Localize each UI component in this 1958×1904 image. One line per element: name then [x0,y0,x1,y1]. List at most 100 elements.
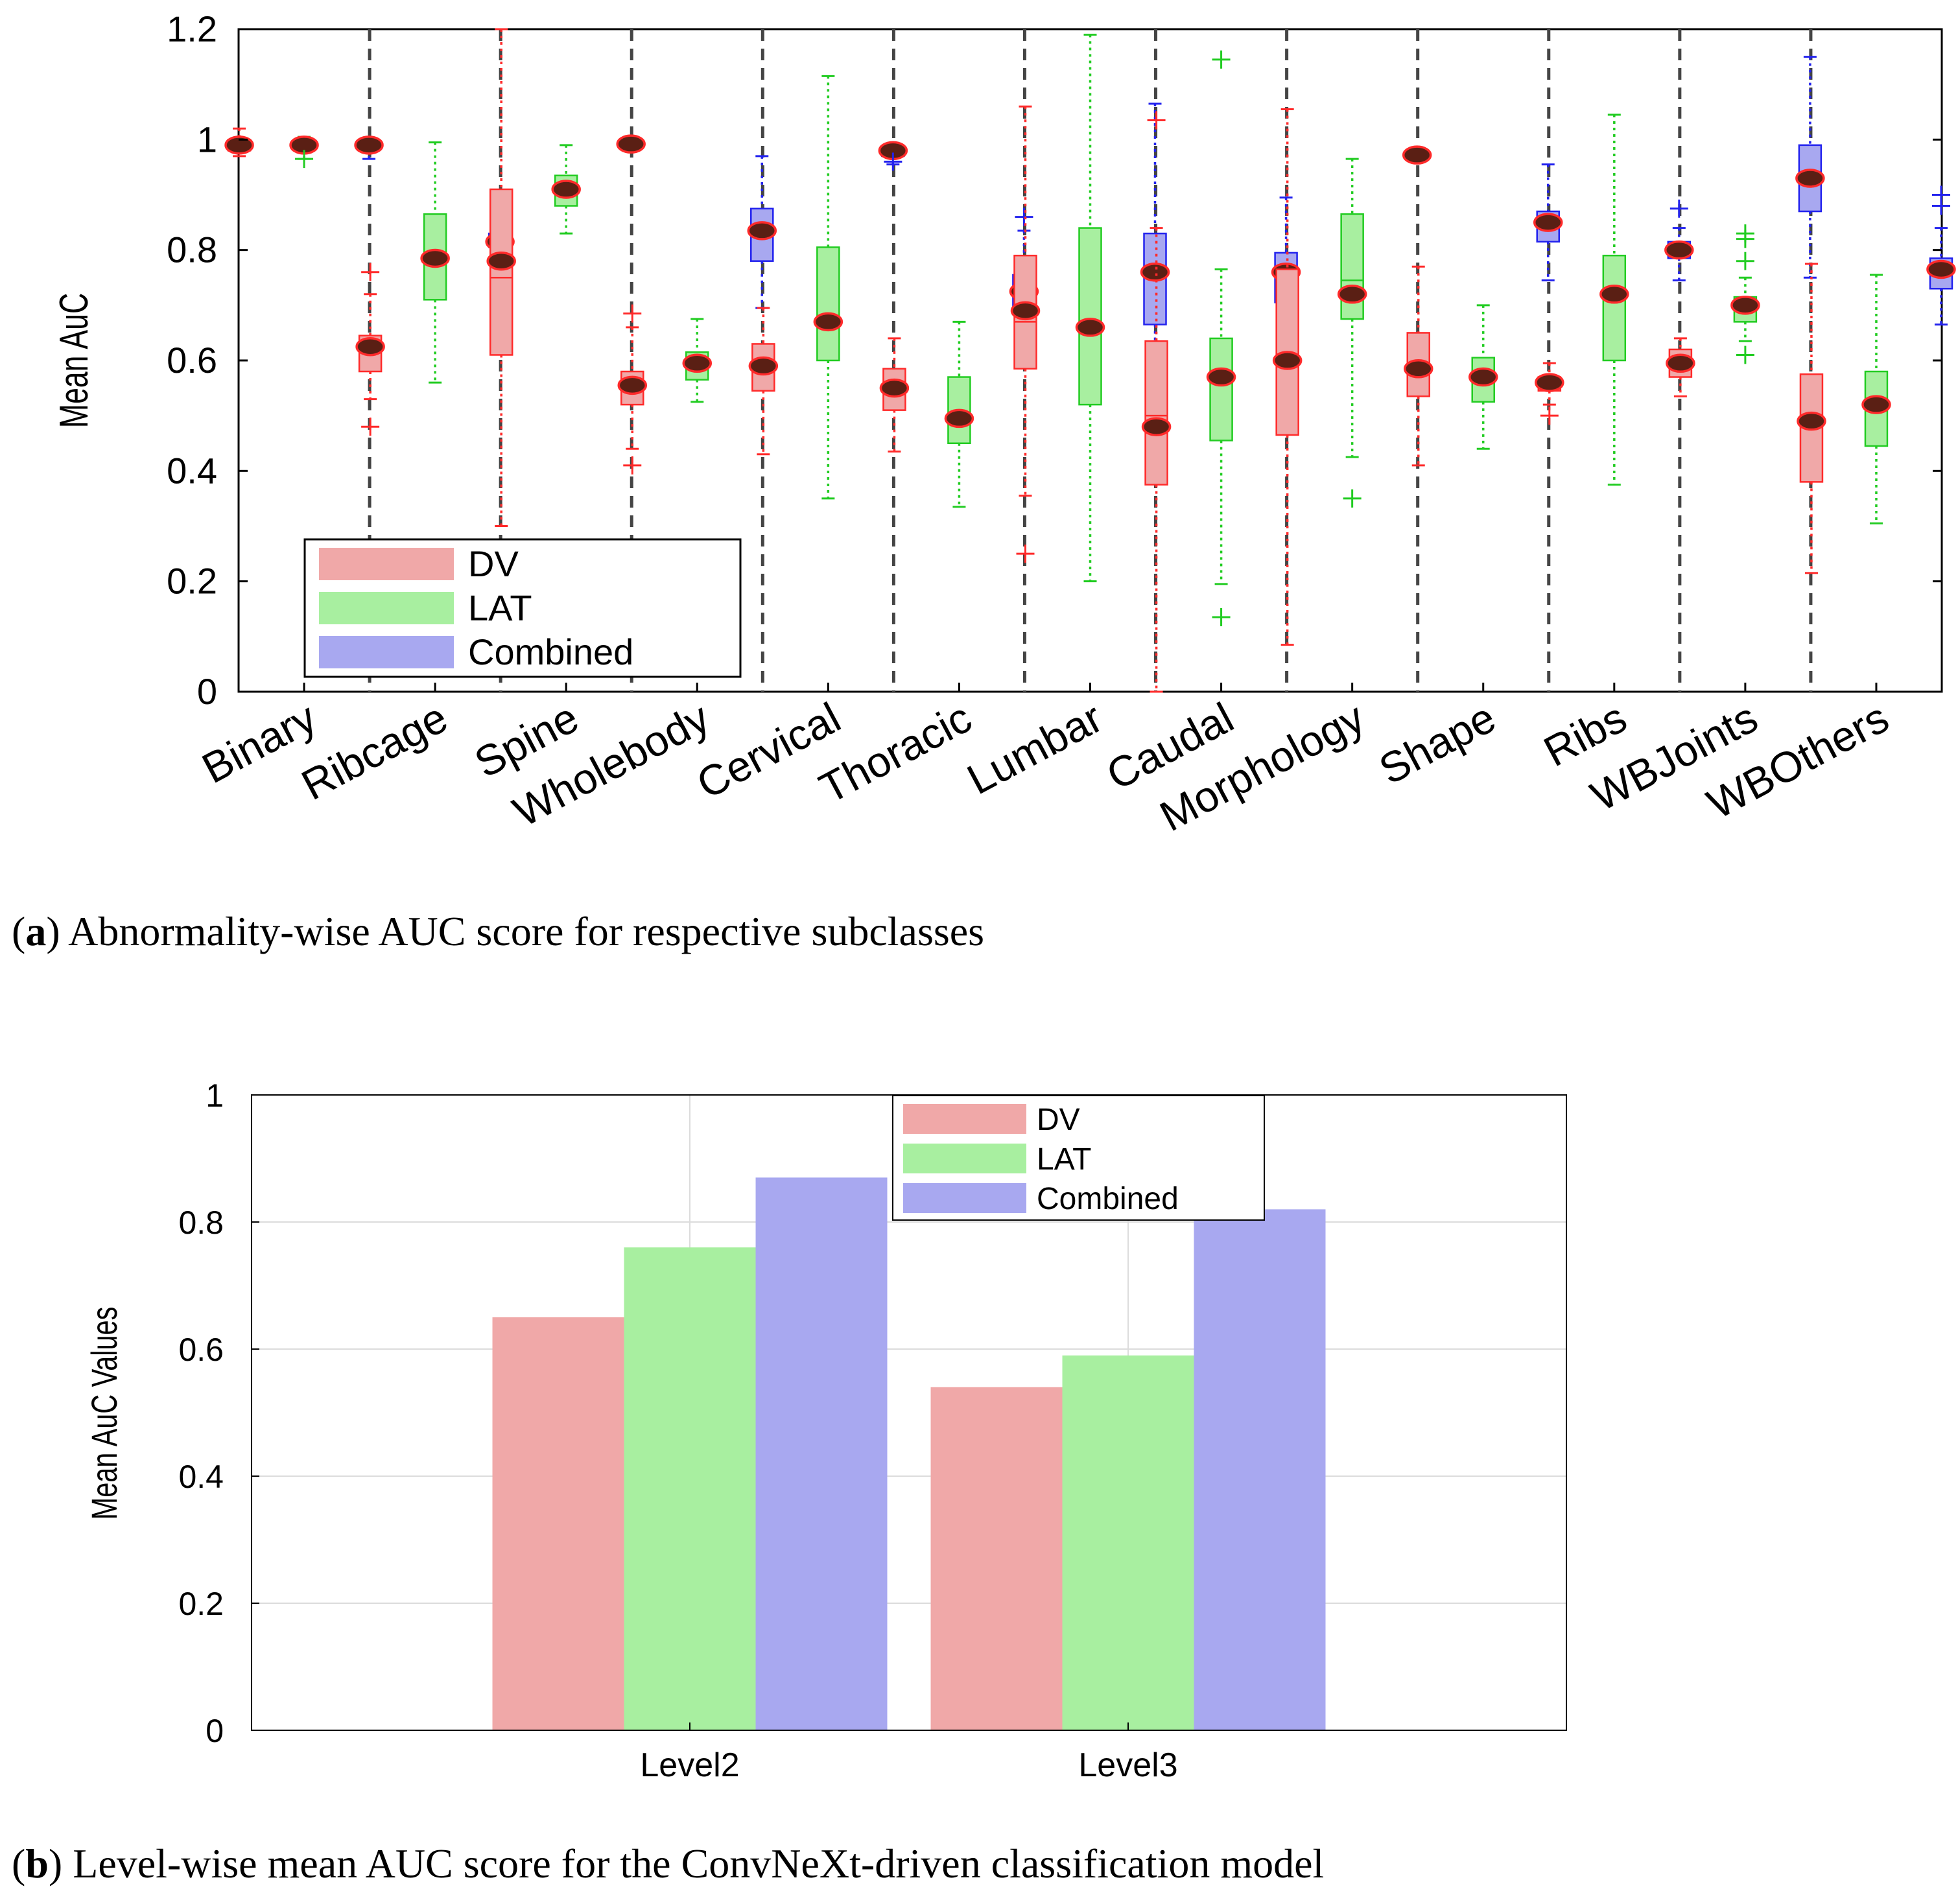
box-morphology-lat-mean [1337,285,1367,304]
box-wbjoints-dv-mean [1666,353,1695,373]
chart-a-y-axis-label: Mean AuC [52,293,97,428]
box-binary-combined-mean [354,135,384,155]
box-caudal-lat-mean [1206,367,1236,387]
box-wbjoints-lat-outlier-2 [1736,252,1754,270]
box-wbothers-combined [1926,185,1956,326]
chart-a-legend-swatch-lat [319,592,454,624]
bar-level3-dv [930,1387,1063,1730]
chart-a-ytick-label-4: 0.8 [167,229,217,270]
box-shape-lat-mean [1468,367,1498,387]
chart-a-ytick-label-5: 1 [197,119,217,159]
box-ribcage-dv-outlier-1 [361,417,380,436]
box-thoracic-lat [944,320,974,508]
box-binary-dv-mean [224,135,254,155]
box-shape-combined-mean [1533,213,1563,232]
box-wholebody-dv-mean [617,375,648,395]
box-spine-dv-mean [486,251,516,271]
box-thoracic-combined-outlier-0 [1015,207,1033,226]
chart-a-legend-swatch-dv [319,548,454,580]
chart-b-ytick-label-3: 0.6 [178,1332,224,1368]
box-ribs-dv [1535,362,1564,425]
box-lumbar-dv-outlier-0 [1016,545,1035,563]
box-lumbar-lat-mean [1075,318,1105,337]
box-shape-dv [1403,265,1433,467]
box-spine-lat [551,144,581,235]
chart-b-y-axis-label: Mean AuC Values [84,1307,125,1520]
bar-level2-lat [624,1247,756,1730]
box-wholebody-dv-outlier-0 [623,304,642,323]
chart-b-bars [492,1177,1326,1730]
box-spine-combined-mean [616,134,646,154]
chart-b-x-ticks: Level2 Level3 [640,1722,1178,1784]
box-wbothers-dv-mean [1797,411,1826,431]
box-caudal-lat-outlier-0 [1212,50,1231,69]
box-ribs-lat-mean [1599,285,1629,304]
box-morphology-lat-outlier-0 [1343,489,1362,508]
box-cervical-combined-outlier-0 [884,152,902,171]
caption-a-text: Abnormality-wise AUC score for respectiv… [60,908,985,954]
bar-level2-dv [492,1317,624,1730]
box-shape-combined [1533,163,1563,282]
box-caudal-dv [1141,111,1172,693]
box-wbjoints-combined [1795,56,1825,279]
chart-b-y-ticks: 0 0.2 0.4 0.6 0.8 1 [178,1077,259,1749]
box-caudal-lat-iqr [1209,337,1233,441]
box-wbjoints-lat-outlier-1 [1736,229,1754,248]
chart-a-y-ticks: 0 0.2 0.4 0.6 0.8 1 1.2 [167,8,1942,712]
chart-b-legend-swatch-lat [903,1144,1026,1173]
box-binary-lat [289,135,319,169]
box-spine-dv [486,28,516,527]
box-lumbar-combined [1140,102,1170,475]
chart-a-legend-label-combined: Combined [468,631,633,672]
box-caudal-lat [1206,50,1236,627]
chart-b-ytick-label-0: 0 [206,1713,224,1749]
box-wholebody-dv [617,304,648,475]
bar-level3-lat [1062,1355,1194,1730]
chart-b-legend-label-dv: DV [1037,1103,1080,1137]
box-wbjoints-lat [1730,224,1760,364]
box-morphology-dv [1272,108,1303,646]
box-morphology-lat [1337,158,1367,508]
box-thoracic-dv-mean [879,378,910,398]
box-wbjoints-combined-mean [1795,169,1825,188]
box-lumbar-combined-mean [1140,262,1170,282]
box-cervical-lat [813,75,843,500]
box-spine-dv-iqr [489,188,513,356]
box-wbothers-lat-mean [1861,395,1891,414]
box-cervical-combined [878,141,908,171]
box-lumbar-lat-iqr [1078,227,1102,406]
box-wholebody-combined [747,155,777,309]
bar-level2-combined [755,1177,888,1730]
box-wbjoints-dv [1666,337,1695,397]
box-wholebody-lat [682,318,713,403]
chart-b-legend-label-lat: LAT [1037,1142,1091,1177]
box-ribs-combined-outlier-0 [1669,199,1688,218]
box-ribs-dv-mean [1535,373,1564,392]
box-wbjoints-lat-mean [1730,296,1760,315]
box-ribcage-dv [355,263,385,436]
chart-b-ytick-label-5: 1 [206,1077,224,1114]
box-shape-dv-mean [1403,359,1433,379]
box-wbothers-lat [1861,274,1891,524]
box-cervical-dv [748,307,779,456]
chart-b-legend-swatch-combined [903,1183,1026,1213]
box-wbothers-combined-outlier-1 [1931,196,1950,215]
caption-b-text: Level-wise mean AUC score for the ConvNe… [62,1840,1325,1886]
chart-a-xtick-label-lumbar: Lumbar [960,693,1110,803]
chart-a-ytick-label-3: 0.6 [167,340,217,381]
box-morphology-combined-mean [1402,145,1432,165]
box-binary-lat-outlier-0 [295,150,314,169]
box-cervical-dv-mean [748,356,779,376]
chart-b-legend-swatch-dv [903,1104,1026,1134]
box-shape-lat [1468,304,1498,450]
box-wbothers-dv [1797,263,1826,574]
chart-a-boxes [224,28,1956,693]
box-thoracic-dv [879,337,910,453]
caption-a-letter: a [25,908,47,954]
chart-b-ytick-label-2: 0.4 [178,1459,224,1495]
box-spine-lat-mean [551,180,581,199]
box-ribcage-dv-mean [355,336,385,357]
box-ribs-lat-iqr [1602,254,1627,362]
